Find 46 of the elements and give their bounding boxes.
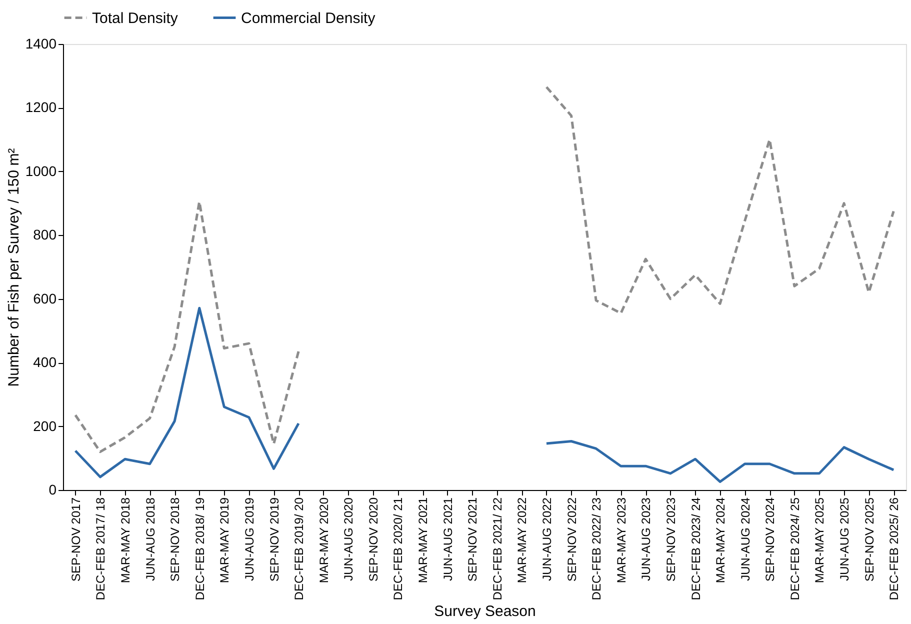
x-tick-label: SEP-NOV 2017 [68, 497, 83, 582]
y-tick-label: 800 [33, 226, 57, 243]
y-tick-label: 1400 [25, 36, 57, 52]
x-tick-label: DEC-FEB 2020/ 21 [391, 497, 406, 600]
x-tick-label: MAR-MAY 2024 [714, 497, 728, 584]
x-tick-label: JUN-AUG 2025 [838, 497, 852, 581]
x-tick-label: JUN-AUG 2022 [540, 497, 554, 581]
x-tick-label: JUN-AUG 2023 [639, 497, 654, 581]
x-tick-label: MAR-MAY 2022 [515, 497, 530, 584]
y-tick-label: 400 [33, 354, 57, 370]
x-tick-label: DEC-FEB 2018/ 19 [192, 497, 207, 600]
x-tick-label: JUN-AUG 2020 [342, 497, 356, 581]
x-tick-label: JUN-AUG 2021 [440, 497, 455, 581]
y-axis-title: Number of Fish per Survey / 150 m² [5, 148, 22, 387]
x-tick-label: MAR-MAY 2023 [614, 497, 628, 584]
y-tick-label: 200 [33, 418, 57, 434]
x-axis-title: Survey Season [434, 603, 536, 620]
x-tick-label: MAR-MAY 2020 [316, 497, 331, 584]
x-tick-label: SEP-NOV 2019 [267, 497, 282, 582]
x-tick-label: DEC-FEB 2021/ 22 [490, 497, 504, 600]
x-tick-label: MAR-MAY 2021 [416, 497, 430, 584]
x-tick-label: JUN-AUG 2024 [738, 497, 752, 581]
x-tick-label: JUN-AUG 2019 [242, 497, 256, 581]
x-tick-label: SEP-NOV 2023 [664, 497, 678, 582]
x-tick-label: MAR-MAY 2025 [812, 497, 827, 584]
x-tick-label: SEP-NOV 2020 [366, 497, 380, 582]
y-tick-label: 0 [48, 482, 57, 498]
x-tick-label: DEC-FEB 2023/ 24 [688, 497, 703, 600]
x-tick-label: SEP-NOV 2021 [466, 497, 480, 582]
y-tick-label: 600 [33, 290, 57, 306]
x-tick-label: SEP-NOV 2018 [168, 497, 182, 582]
x-tick-label: DEC-FEB 2019/ 20 [292, 497, 306, 600]
x-tick-label: MAR-MAY 2018 [118, 497, 132, 584]
y-tick-label: 1200 [25, 99, 57, 116]
x-tick-label: JUN-AUG 2018 [143, 497, 158, 581]
x-tick-label: SEP-NOV 2022 [564, 497, 579, 582]
x-tick-label: SEP-NOV 2024 [763, 497, 778, 582]
legend-label: Total Density [92, 10, 178, 27]
y-tick-label: 1000 [25, 162, 57, 179]
x-tick-label: MAR-MAY 2019 [218, 497, 232, 584]
x-tick-label: SEP-NOV 2025 [862, 497, 876, 582]
x-tick-label: DEC-FEB 2017/ 18 [94, 497, 108, 600]
x-tick-label: DEC-FEB 2025/ 26 [887, 497, 902, 600]
x-tick-label: DEC-FEB 2024/ 25 [788, 497, 802, 600]
legend-label: Commercial Density [241, 10, 376, 27]
x-tick-label: DEC-FEB 2022/ 23 [590, 497, 604, 600]
